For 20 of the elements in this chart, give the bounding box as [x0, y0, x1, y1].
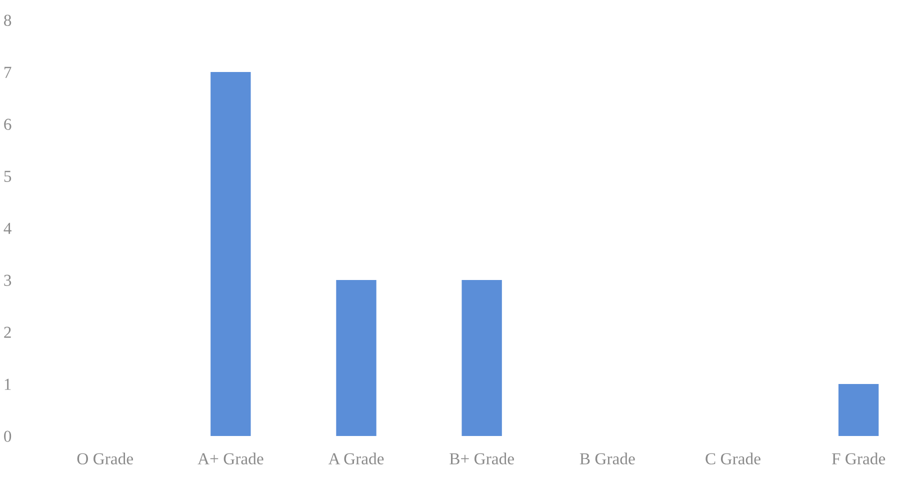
y-tick-label: 7 [4, 66, 12, 78]
bar [210, 72, 251, 436]
y-tick-label: 3 [4, 274, 12, 286]
y-tick-label: 2 [4, 326, 11, 338]
y-tick-label: 5 [4, 170, 12, 182]
x-tick-label: B+ Grade [450, 452, 514, 464]
x-tick-label: F Grade [832, 452, 886, 464]
y-tick-label: 6 [4, 118, 12, 130]
bar [336, 280, 376, 436]
x-tick-label: O Grade [77, 452, 133, 464]
y-tick-label: 4 [4, 222, 12, 234]
bar [838, 384, 879, 436]
bar [462, 280, 502, 436]
x-tick-label: A Grade [328, 452, 384, 464]
x-tick-label: C Grade [706, 452, 760, 464]
x-tick-label: B Grade [580, 452, 635, 464]
y-tick-label: 1 [4, 378, 11, 390]
y-tick-label: 0 [4, 430, 12, 442]
x-tick-label: A+ Grade [198, 452, 264, 464]
y-tick-label: 8 [4, 14, 12, 26]
